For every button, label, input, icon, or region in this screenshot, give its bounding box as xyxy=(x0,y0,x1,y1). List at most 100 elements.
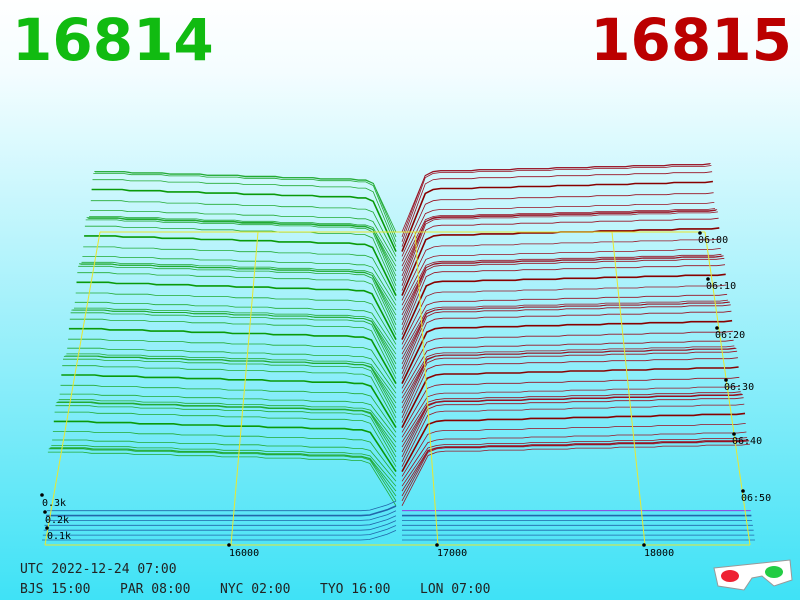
ask-price: 16815 xyxy=(590,6,792,74)
bid-depth-line xyxy=(76,281,397,340)
ask-depth-line xyxy=(401,339,734,394)
ask-depth-line xyxy=(401,248,721,306)
time-label: 06:20 xyxy=(715,330,745,341)
city-time: PAR 08:00 xyxy=(120,582,190,597)
bid-depth-line xyxy=(86,217,397,282)
depth-surface xyxy=(42,163,755,541)
bid-depth-line xyxy=(84,235,397,296)
bid-depth-line xyxy=(42,530,397,541)
time-tick xyxy=(715,326,719,330)
red-lens xyxy=(721,570,739,582)
time-label: 06:00 xyxy=(698,235,728,246)
bid-depth-line xyxy=(92,179,397,247)
ask-depth-line xyxy=(401,165,712,242)
time-tick xyxy=(724,378,728,382)
bid-depth-line xyxy=(88,218,397,272)
ask-depth-line xyxy=(401,202,715,262)
city-time: NYC 02:00 xyxy=(220,582,290,597)
bid-depth-line xyxy=(90,209,397,262)
ask-depth-line xyxy=(401,391,741,443)
ask-depth-line xyxy=(401,264,726,335)
price-label: 18000 xyxy=(644,548,674,559)
bid-price: 16814 xyxy=(12,6,214,74)
bid-depth-line xyxy=(44,515,397,526)
bid-depth-line xyxy=(77,272,397,335)
city-time: BJS 15:00 xyxy=(20,582,90,597)
bid-depth-line xyxy=(84,225,397,291)
city-time: TYO 16:00 xyxy=(320,582,390,597)
bid-depth-line xyxy=(56,402,397,458)
ask-depth-line xyxy=(401,217,719,291)
ask-depth-line xyxy=(401,273,726,340)
bid-depth-line xyxy=(81,261,397,311)
bid-depth-line xyxy=(55,405,397,462)
ask-depth-line xyxy=(401,330,733,389)
ask-depth-line xyxy=(401,437,748,487)
bid-depth-line xyxy=(68,327,397,384)
bid-depth-line xyxy=(85,219,397,286)
bid-depth-line xyxy=(52,430,397,477)
ask-depth-line xyxy=(401,357,738,423)
ask-depth-line xyxy=(401,423,746,477)
bid-depth-line xyxy=(49,447,397,497)
bid-depth-line xyxy=(83,246,397,301)
ask-depth-line xyxy=(401,310,732,379)
bid-depth-line xyxy=(70,312,397,374)
price-tick xyxy=(227,543,231,547)
ask-depth-line xyxy=(401,304,731,374)
3d-glasses-icon xyxy=(713,559,793,591)
bid-depth-line xyxy=(66,353,397,399)
ask-depth-line xyxy=(401,440,750,502)
ask-depth-line xyxy=(401,293,728,350)
bid-depth-line xyxy=(59,393,397,438)
bid-depth-line xyxy=(61,374,397,429)
bid-depth-line xyxy=(42,525,397,536)
ask-depth-line xyxy=(401,257,725,330)
bid-depth-line xyxy=(51,445,397,487)
green-lens xyxy=(765,566,783,578)
ask-depth-line xyxy=(401,376,740,433)
frame-right xyxy=(704,231,751,546)
ask-depth-line xyxy=(401,301,731,370)
frame-grid xyxy=(230,231,259,546)
ask-depth-line xyxy=(401,403,745,467)
frame-grid xyxy=(414,231,439,546)
ask-depth-line xyxy=(401,255,724,326)
depth-tick xyxy=(40,493,44,497)
bid-depth-line xyxy=(48,448,397,502)
bid-depth-line xyxy=(68,338,397,389)
frame-grid xyxy=(611,231,646,546)
bid-depth-line xyxy=(47,500,397,512)
ask-depth-line xyxy=(401,348,737,414)
ask-depth-line xyxy=(401,192,714,257)
time-tick xyxy=(741,489,745,493)
bid-depth-line xyxy=(52,439,397,482)
bid-depth-line xyxy=(90,200,397,257)
ask-depth-line xyxy=(401,180,714,252)
bid-depth-line xyxy=(69,318,397,379)
bid-depth-line xyxy=(53,420,397,473)
ask-depth-line xyxy=(401,238,721,301)
bid-depth-line xyxy=(43,520,397,531)
ask-depth-line xyxy=(401,209,718,282)
time-tick xyxy=(698,231,702,235)
depth-tick xyxy=(45,526,49,530)
ask-depth-line xyxy=(401,345,735,399)
bid-depth-line xyxy=(71,309,397,370)
bid-depth-line xyxy=(74,307,397,355)
ask-depth-line xyxy=(401,443,751,506)
ask-depth-line xyxy=(401,253,722,311)
depth-label: 0.2k xyxy=(45,515,69,526)
time-label: 06:10 xyxy=(706,281,736,292)
ask-depth-line xyxy=(401,394,743,458)
bid-depth-line xyxy=(89,216,397,267)
time-label: 06:40 xyxy=(732,436,762,447)
ask-depth-line xyxy=(401,211,718,286)
time-tick xyxy=(732,432,736,436)
ask-depth-line xyxy=(401,412,746,472)
utc-time: UTC 2022-12-24 07:00 xyxy=(20,562,177,577)
bid-depth-line xyxy=(75,292,397,345)
